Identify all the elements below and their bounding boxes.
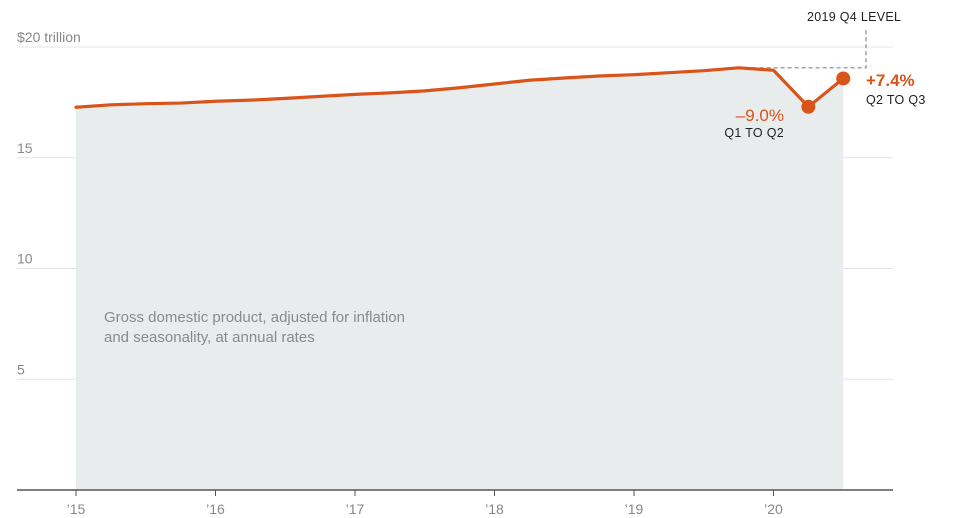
point-2020.5 <box>836 71 851 86</box>
y-tick-label-15: 15 <box>17 140 33 156</box>
drop-period-label: Q1 TO Q2 <box>724 126 784 140</box>
gain-percent-label: +7.4% <box>866 71 915 90</box>
y-tick-label-5: 5 <box>17 361 25 377</box>
reference-line-2019-q4 <box>738 29 867 69</box>
chart-note-line-2: and seasonality, at annual rates <box>104 329 315 346</box>
y-tick-label-20: $20 trillion <box>17 29 81 45</box>
y-tick-label-10: 10 <box>17 251 33 267</box>
chart-note-line-1: Gross domestic product, adjusted for inf… <box>104 309 405 326</box>
drop-percent-label: –9.0% <box>736 106 784 125</box>
area-fill <box>76 67 844 491</box>
reference-label: 2019 Q4 LEVEL <box>807 10 901 24</box>
x-tick-marks <box>75 490 774 496</box>
y-tick-labels: $20 trillion 15 10 5 <box>17 29 81 377</box>
x-tick-label-2015: ’15 <box>67 501 86 517</box>
point-2020.25 <box>801 99 816 114</box>
x-tick-label-2018: ’18 <box>485 501 504 517</box>
gain-period-label: Q2 TO Q3 <box>866 93 926 107</box>
x-tick-label-2020: ’20 <box>764 501 783 517</box>
x-tick-label-2016: ’16 <box>206 501 225 517</box>
x-tick-label-2017: ’17 <box>346 501 365 517</box>
series-points <box>801 71 851 114</box>
x-tick-labels: ’15 ’16 ’17 ’18 ’19 ’20 <box>67 501 783 517</box>
gdp-series-line <box>74 66 845 109</box>
x-tick-label-2019: ’19 <box>625 501 644 517</box>
